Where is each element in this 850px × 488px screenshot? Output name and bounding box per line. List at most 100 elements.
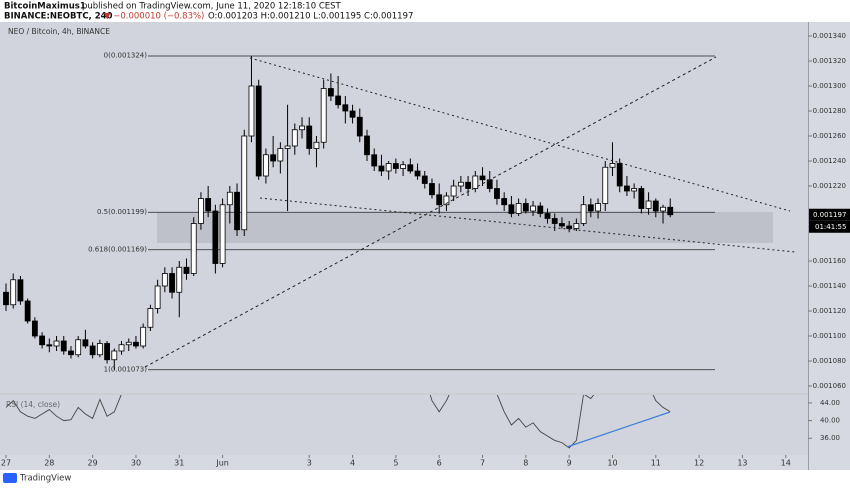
candle-body (587, 204, 594, 212)
logo (3, 473, 17, 483)
x-tick-label: 14 (781, 459, 791, 468)
candle-body (205, 198, 212, 212)
rsi-tick-label: 36.00 (820, 434, 840, 442)
candle-body (421, 175, 428, 184)
candle-body (631, 188, 638, 192)
candle-body (508, 204, 515, 214)
x-tick-label: 27 (1, 459, 11, 468)
y-tick-label: 0.001160 (813, 257, 846, 265)
candle-body (320, 88, 327, 143)
candle-body (392, 163, 399, 169)
candle-body (3, 291, 9, 306)
candle-body (327, 88, 334, 97)
ohlc: O:0.001203 H:0.001210 L:0.001195 C:0.001… (208, 12, 413, 22)
candle-body (342, 104, 349, 112)
candle-body (400, 164, 406, 169)
candle-body (414, 170, 421, 177)
x-tick-label: Jun (215, 459, 229, 468)
candle-body (190, 223, 197, 274)
candle-body (378, 165, 385, 172)
candle-body (450, 185, 457, 197)
candle-body (226, 191, 233, 206)
candle-body (96, 343, 103, 356)
candle-body (364, 135, 370, 156)
candle-body (219, 204, 226, 264)
candle-body (291, 129, 298, 147)
candle-body (522, 203, 529, 212)
candle-body (140, 326, 147, 347)
candle-body (10, 279, 17, 306)
candle-body (169, 273, 175, 293)
candle-body (501, 198, 508, 206)
candle-body (234, 191, 240, 231)
y-tick-label: 0.001300 (813, 82, 846, 90)
candle-body (255, 85, 262, 177)
candle-body (111, 350, 118, 361)
fib-label: 1(0.001073) (104, 365, 148, 373)
candle-body (624, 185, 630, 192)
candle-body (602, 166, 609, 204)
chart-title: NEO / Bitcoin, 4h, BINANCE (8, 27, 110, 36)
x-tick-label: 10 (607, 459, 617, 468)
candle-body (313, 141, 320, 149)
candle-body (530, 205, 536, 212)
x-tick-label: 29 (88, 459, 98, 468)
candle-body (198, 198, 204, 224)
candle-body (494, 188, 500, 199)
y-tick-label: 0.001320 (813, 57, 846, 65)
candle-body (580, 204, 587, 224)
candle-body (104, 343, 110, 361)
x-tick-label: 5 (393, 459, 398, 468)
candle-body (161, 273, 168, 287)
candle-body (270, 154, 277, 162)
x-tick-label: 28 (44, 459, 54, 468)
candle-body (17, 279, 24, 302)
candle-body (573, 223, 580, 229)
last-price-tag (809, 208, 850, 221)
candle-body (125, 341, 132, 346)
y-tick-label: 0.001240 (813, 157, 846, 165)
price-axis (809, 22, 850, 470)
candle-body (24, 300, 31, 322)
x-tick-label: 3 (307, 459, 312, 468)
candle-body (385, 163, 392, 172)
candle-body (118, 344, 125, 352)
candle-body (241, 135, 248, 231)
y-tick-label: 0.001120 (813, 307, 846, 315)
x-tick-label: 9 (567, 459, 572, 468)
y-tick-label: 0.001260 (813, 132, 846, 140)
countdown: 01:41:55 (815, 223, 846, 231)
x-tick-label: 30 (131, 459, 141, 468)
fib-label: 0(0.001324) (104, 52, 148, 60)
y-tick-label: 0.001220 (813, 182, 846, 190)
y-tick-label: 0.001340 (813, 32, 846, 40)
x-tick-label: 7 (480, 459, 485, 468)
trendline (144, 56, 717, 368)
y-tick-label: 0.001080 (813, 357, 846, 365)
candle-body (559, 223, 565, 227)
x-tick-label: 12 (694, 459, 704, 468)
candle-body (356, 116, 363, 137)
candle-body (465, 181, 471, 189)
change: ▼ −0.000010 (−0.83%) (104, 12, 204, 22)
candle-body (89, 345, 96, 356)
candle-body (147, 308, 154, 328)
candle-body (660, 206, 666, 212)
candle-body (638, 188, 645, 209)
rsi-tick-label: 44.00 (820, 399, 840, 407)
candle-body (645, 200, 652, 209)
candle-body (544, 213, 551, 219)
candle-body (263, 154, 269, 177)
candle-body (46, 344, 53, 347)
fib-label: 0.5(0.001199) (97, 208, 147, 216)
trendline (249, 57, 791, 212)
candle-body (472, 175, 479, 189)
x-tick-label: 11 (651, 459, 661, 468)
last-price-label: 0.001197 (813, 211, 846, 219)
candle-body (75, 339, 82, 356)
candle-body (183, 266, 190, 274)
candle-body (68, 350, 74, 356)
x-tick-label: 13 (737, 459, 747, 468)
candle-body (60, 340, 67, 352)
